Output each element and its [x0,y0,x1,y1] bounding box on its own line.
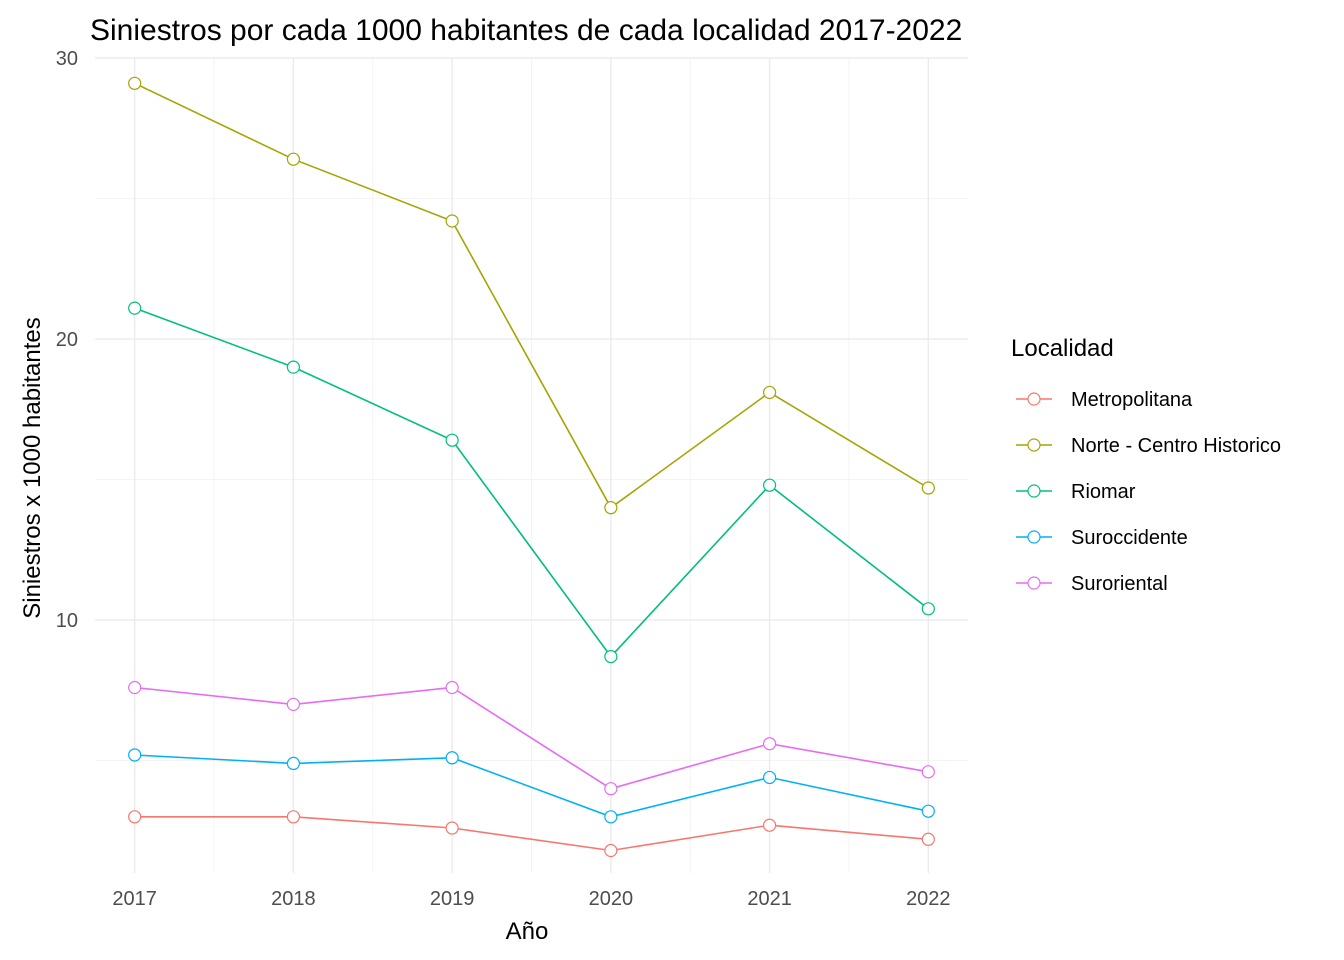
data-point [286,756,301,770]
data-point [128,810,142,824]
series-line [134,307,929,658]
x-tick-label: 2021 [747,888,792,910]
data-point [128,301,142,315]
data-point [286,697,301,711]
series-line [134,686,929,790]
data-point [604,843,618,858]
legend-item-label: Riomar [1071,481,1136,503]
x-tick-label: 2018 [271,888,316,910]
data-point [921,481,935,495]
x-tick-label: 2020 [589,888,634,910]
y-tick-label: 10 [56,610,78,632]
plot-series [128,76,935,858]
legend-title: Localidad [1011,335,1114,362]
legend-item-label: Suroccidente [1071,527,1188,549]
x-axis-title: Año [506,918,549,945]
data-point [762,770,777,785]
data-point [921,832,935,846]
series-line [134,754,929,818]
legend-item-label: Suroriental [1071,573,1168,595]
data-point [445,751,459,765]
legend: Localidad Metropolitana Norte - Centro Hi… [1011,335,1281,595]
data-point [128,680,142,695]
series-line [134,815,929,852]
legend-key-point [1027,484,1041,498]
data-point [762,385,777,400]
data-point [604,650,618,664]
y-tick-label: 20 [56,329,78,351]
data-point [445,821,459,835]
data-point [286,810,301,824]
legend-item-label: Metropolitana [1071,389,1193,411]
data-point [445,214,459,228]
chart-title: Siniestros por cada 1000 habitantes de c… [90,14,962,47]
data-point [604,782,618,796]
data-point [921,804,935,818]
data-point [128,748,142,762]
legend-item-label: Norte - Centro Historico [1071,435,1281,457]
data-point [286,360,301,374]
y-axis-title: Siniestros x 1000 habitantes [19,317,46,619]
data-point [286,152,301,166]
axis-ticks: 2017 2018 2019 2020 2021 2022 10 20 30 [56,48,951,910]
y-tick-label: 30 [56,48,78,70]
x-tick-label: 2019 [430,888,475,910]
data-point [921,765,935,779]
data-point [604,501,618,515]
x-tick-label: 2022 [906,888,951,910]
data-point [762,478,777,492]
legend-key-point [1027,530,1041,544]
legend-key-point [1027,576,1041,590]
data-point [921,602,935,616]
data-point [762,737,777,751]
grid [95,57,968,873]
x-tick-label: 2017 [112,888,157,910]
data-point [762,818,777,832]
data-point [128,76,142,90]
data-point [604,810,618,824]
data-point [445,680,459,695]
series-line [134,82,929,509]
legend-key-point [1027,438,1041,452]
data-point [445,433,459,447]
legend-key-point [1027,392,1041,406]
